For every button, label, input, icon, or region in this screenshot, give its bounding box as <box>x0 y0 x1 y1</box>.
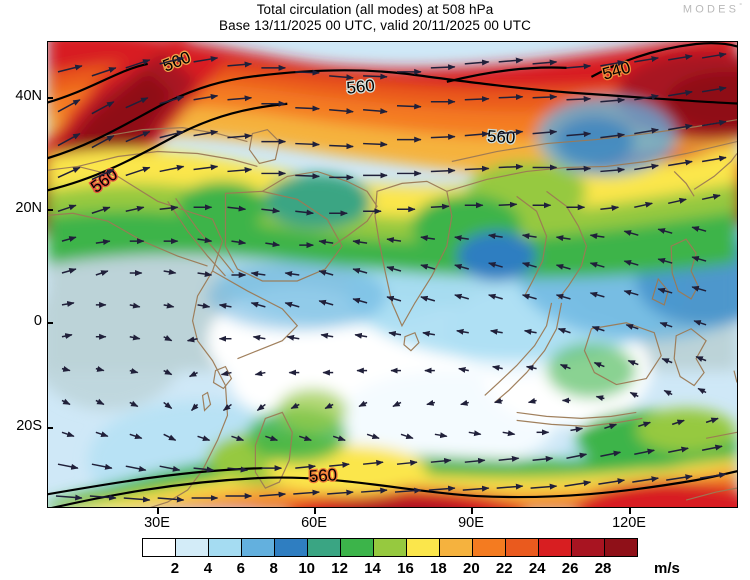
svg-text:560: 560 <box>308 465 338 486</box>
colorbar-tick-label: 26 <box>561 560 579 577</box>
colorbar: 2 4 6 8 10 12 14 16 18 20 22 24 26 28 m/s <box>142 538 680 577</box>
x-tick-label: 30E <box>144 515 170 531</box>
modes-watermark: MODES° <box>683 3 742 16</box>
colorbar-tick-label: 2 <box>170 560 180 577</box>
y-tick-mark <box>47 97 53 99</box>
colorbar-tick-label: 20 <box>462 560 480 577</box>
y-tick-label: 20S <box>16 418 42 434</box>
chart-title-block: Total circulation (all modes) at 508 hPa… <box>0 2 750 34</box>
colorbar-swatch <box>539 539 572 556</box>
colorbar-tick-label: 24 <box>528 560 546 577</box>
colorbar-swatch <box>374 539 407 556</box>
colorbar-swatch <box>572 539 605 556</box>
colorbar-tick-label: 8 <box>269 560 278 577</box>
map-canvas: 560 560 560 560 540 560 <box>48 42 737 507</box>
colorbar-swatch <box>440 539 473 556</box>
x-tick-mark <box>471 508 473 514</box>
colorbar-swatch <box>176 539 209 556</box>
colorbar-swatch <box>506 539 539 556</box>
colorbar-tick-label: 16 <box>397 560 414 577</box>
colorbar-swatch <box>143 539 176 556</box>
x-tick-mark <box>157 508 159 514</box>
y-tick-label: 20N <box>15 200 42 216</box>
colorbar-tick-label: 12 <box>331 560 348 577</box>
x-tick-mark <box>314 508 316 514</box>
colorbar-swatches <box>142 538 638 557</box>
colorbar-unit-label: m/s <box>654 560 680 577</box>
colorbar-tick-label: 6 <box>236 560 245 577</box>
colorbar-tick-label: 4 <box>203 560 213 577</box>
colorbar-tick-label: 22 <box>495 560 513 577</box>
y-tick-mark <box>47 427 53 429</box>
colorbar-swatch <box>407 539 440 556</box>
colorbar-tick-label: 18 <box>430 560 447 577</box>
colorbar-swatch <box>209 539 242 556</box>
colorbar-swatch <box>308 539 341 556</box>
watermark-text: MODES <box>682 3 740 16</box>
colorbar-swatch <box>341 539 374 556</box>
colorbar-tick-label: 10 <box>298 560 315 577</box>
watermark-mark: ° <box>739 3 742 10</box>
y-tick-label: 40N <box>15 88 42 104</box>
colorbar-tick-label: 14 <box>364 560 381 577</box>
colorbar-swatch <box>242 539 275 556</box>
x-tick-label: 120E <box>612 515 646 531</box>
colorbar-swatch <box>275 539 308 556</box>
map-plot-area[interactable]: 560 560 560 560 540 560 <box>47 41 738 508</box>
y-tick-label: 0 <box>33 313 42 329</box>
colorbar-tick-label: 28 <box>594 560 612 577</box>
y-tick-mark <box>47 209 53 211</box>
x-tick-label: 90E <box>458 515 484 531</box>
x-tick-mark <box>629 508 631 514</box>
page-title: Total circulation (all modes) at 508 hPa <box>256 2 494 17</box>
colorbar-swatch <box>605 539 637 556</box>
colorbar-tick-labels: 2 4 6 8 10 12 14 16 18 20 22 24 26 28 <box>142 560 636 580</box>
svg-text:560: 560 <box>346 76 376 98</box>
y-tick-mark <box>47 322 53 324</box>
chart-subtitle: Base 13/11/2025 00 UTC, valid 20/11/2025… <box>219 18 531 33</box>
x-tick-label: 60E <box>301 515 327 531</box>
colorbar-swatch <box>473 539 506 556</box>
svg-text:560: 560 <box>486 127 516 148</box>
